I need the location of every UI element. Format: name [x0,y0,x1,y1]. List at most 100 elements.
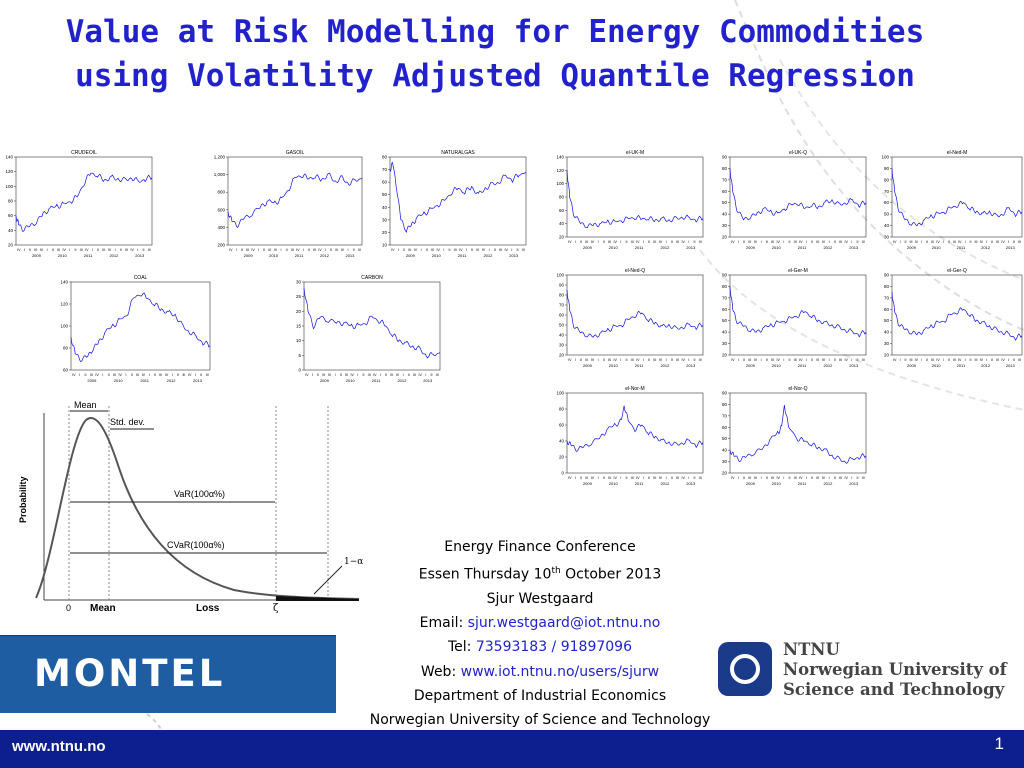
y-tick-label: 90 [884,273,890,278]
plot-frame [227,156,363,246]
year-label: 2013 [849,363,859,368]
year-label: 2012 [981,245,991,250]
y-tick-label: 90 [722,391,728,396]
plot-frame [70,281,211,371]
quarter-label: IV [799,476,803,480]
slide-title: Value at Risk Modelling for Energy Commo… [0,10,990,98]
y-tick-label: 40 [8,228,14,233]
quarter-label: IV [681,476,685,480]
y-tick-label: 25 [296,294,302,299]
y-tick-label: 70 [382,167,388,172]
quarter-label: IV [391,248,395,252]
y-tick-label: 120 [60,302,68,307]
ntnu-logo-icon [718,642,772,696]
year-label: 2010 [932,363,942,368]
y-tick-label: 80 [559,407,565,412]
tel-link[interactable]: 73593183 / 91897096 [475,639,632,656]
quarter-label: IV [482,248,486,252]
quarter-label: II [694,240,696,244]
quarter-label: III [953,240,956,244]
chart-crudeoil: CRUDEOIL 140 120 100 80 60 40 20 IV I II III IV I II II… [2,147,154,265]
year-label: 2009 [320,378,330,383]
y-tick-label: 60 [559,208,565,213]
footer-url[interactable]: www.ntnu.no [12,738,106,755]
zeta-label: ζ [273,603,279,614]
quarter-label: I [806,240,807,244]
quarter-label: II [948,240,950,244]
y-tick-label: 70 [559,303,565,308]
quarter-label: I [783,358,784,362]
chart-el-ned-m: el-Ned-M 100 90 80 70 60 50 40 30 IV I II III IV I II II… [878,147,1024,257]
y-tick-label: 80 [559,195,565,200]
quarter-label: III [358,248,361,252]
chart-el-ned-q: el-Ned-Q 100 90 80 70 60 50 40 30 20 IV I II III IV I II… [553,265,705,375]
quarter-label: III [816,358,819,362]
ntnu-logo-text: NTNU Norwegian University of Science and… [783,640,1007,699]
chart-el-uk-q: el-UK-Q 90 80 70 60 50 40 30 20 IV I II III IV I II III I… [716,147,868,257]
quarter-label: II [241,248,243,252]
quarter-label: I [851,476,852,480]
y-tick-label: 40 [884,223,890,228]
quarter-label: II [857,476,859,480]
chart-gasoil: GASOIL 1,200 1,000 800 600 400 200 IV I II III IV I I… [214,147,364,265]
quarter-label: II [626,476,628,480]
quarter-label: II [154,373,156,377]
quarter-label: I [900,358,901,362]
year-label: 2011 [635,363,644,368]
quarter-label: III [1018,358,1021,362]
quarter-label: IV [731,476,735,480]
y-tick-label: 30 [722,223,728,228]
quarter-label: III [748,358,751,362]
quarter-label: IV [296,248,300,252]
quarter-label: IV [95,373,99,377]
quarter-label: III [1018,240,1021,244]
chart-carbon: CARBON 30 25 20 15 10 5 0 IV I II III IV I II III IV I II I… [290,272,442,390]
year-label: 2010 [432,253,442,258]
quarter-label: III [585,240,588,244]
y-tick-label: 80 [559,293,565,298]
quarter-label: III [408,248,411,252]
chart-title: COAL [134,275,148,281]
quarter-label: IV [318,248,322,252]
quarter-label: III [862,476,865,480]
year-label: 2009 [746,363,756,368]
quarter-label: III [794,476,797,480]
y-tick-label: 50 [884,318,890,323]
y-tick-label: 70 [722,177,728,182]
alpha-pointer [313,565,343,595]
email-link[interactable]: sjur.westgaard@iot.ntnu.no [467,615,661,632]
y-tick-label: 20 [722,235,728,240]
quarter-label: III [909,240,912,244]
quarter-label: II [857,358,859,362]
y-tick-label: 80 [884,177,890,182]
quarter-label: I [195,373,196,377]
quarter-label: IV [119,373,123,377]
quarter-label: IV [799,358,803,362]
year-label: 2012 [167,378,177,383]
y-tick-label: 140 [556,155,564,160]
y-tick-label: 0 [298,368,301,373]
quarter-label: II [905,358,907,362]
price-series-line [566,170,704,228]
chart-title: NATURALGAS [441,150,475,156]
quarter-label: II [671,476,673,480]
quarter-label: II [811,476,813,480]
quarter-label: I [829,240,830,244]
quarter-label: III [676,240,679,244]
y-tick-label: 100 [556,273,564,278]
quarter-label: III [608,358,611,362]
y-tick-label: 80 [382,155,388,160]
quarter-label: I [575,476,576,480]
quarter-label: II [970,240,972,244]
quarter-label: II [108,373,110,377]
y-tick-label: 140 [5,155,13,160]
web-link[interactable]: www.iot.ntnu.no/users/sjurw [460,663,660,680]
price-series-line [891,168,1023,227]
plot-frame [729,274,867,356]
quarter-label: IV [62,248,66,252]
y-tick-label: 30 [296,280,302,285]
y-tick-label: 70 [722,295,728,300]
quarter-label: IV [350,373,354,377]
quarter-label: I [761,476,762,480]
quarter-label: III [909,358,912,362]
